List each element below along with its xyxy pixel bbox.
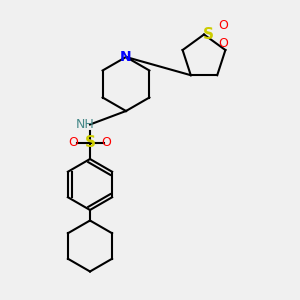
Text: O: O <box>219 19 228 32</box>
Text: S: S <box>203 27 214 42</box>
Text: O: O <box>219 37 228 50</box>
Text: NH: NH <box>76 118 95 131</box>
Text: S: S <box>85 135 95 150</box>
Text: O: O <box>102 136 111 149</box>
Text: N: N <box>120 50 132 64</box>
Text: O: O <box>69 136 78 149</box>
